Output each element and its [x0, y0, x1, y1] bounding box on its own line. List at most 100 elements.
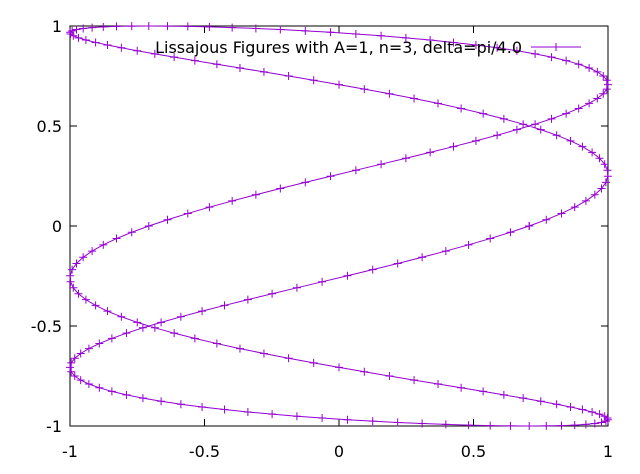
data-point — [597, 418, 606, 427]
data-point — [157, 397, 166, 406]
data-point — [525, 422, 534, 430]
data-point — [578, 142, 587, 151]
data-point — [190, 56, 199, 65]
data-point — [499, 114, 508, 123]
data-point — [581, 196, 590, 205]
data-point — [588, 148, 597, 157]
data-point — [519, 120, 528, 129]
data-point — [122, 329, 131, 338]
data-point — [103, 307, 112, 316]
data-point — [259, 67, 268, 76]
data-point — [318, 277, 327, 286]
data-point — [268, 410, 277, 419]
data-point — [597, 184, 606, 193]
data-point — [335, 363, 343, 372]
data-point — [84, 344, 93, 353]
data-point — [368, 265, 377, 274]
data-point — [79, 253, 88, 262]
data-point — [170, 329, 179, 338]
data-point — [163, 22, 172, 31]
data-point — [144, 222, 153, 230]
series-markers — [66, 22, 612, 430]
data-point — [603, 415, 612, 424]
data-point — [557, 421, 566, 430]
data-point — [512, 125, 521, 134]
data-point — [79, 24, 88, 33]
data-point — [292, 412, 301, 421]
data-point — [74, 289, 83, 298]
y-tick-label: 0.5 — [37, 117, 62, 136]
x-tick-label: -1 — [62, 442, 78, 461]
data-point — [562, 56, 571, 65]
data-point — [268, 289, 277, 298]
data-point — [72, 259, 81, 268]
data-point — [66, 28, 75, 37]
data-point — [335, 80, 343, 89]
data-point — [138, 323, 147, 332]
data-point — [150, 323, 159, 332]
data-point — [570, 421, 579, 430]
data-point — [228, 23, 237, 32]
data-point — [212, 60, 221, 69]
data-point — [69, 283, 78, 292]
data-point — [309, 76, 318, 85]
data-point — [220, 301, 229, 310]
data-point — [76, 376, 85, 385]
data-point — [578, 405, 587, 414]
data-point — [127, 228, 136, 237]
data-point — [519, 394, 528, 403]
data-point — [235, 63, 244, 72]
data-point — [588, 407, 597, 416]
data-point — [593, 94, 602, 103]
y-tick-label: 0 — [52, 217, 62, 236]
data-point — [326, 172, 335, 181]
data-point — [301, 178, 310, 187]
data-point — [157, 318, 166, 327]
data-point — [512, 46, 521, 55]
data-point — [176, 400, 185, 409]
data-point — [95, 383, 104, 392]
data-point — [99, 22, 108, 31]
data-point — [309, 358, 318, 367]
data-point — [112, 234, 121, 243]
data-point — [385, 372, 394, 381]
y-tick-label: -0.5 — [31, 317, 62, 336]
data-point — [393, 418, 402, 427]
data-point — [426, 148, 435, 157]
data-point — [112, 22, 121, 31]
data-point — [486, 421, 495, 430]
data-point — [542, 421, 551, 430]
data-point — [251, 190, 260, 199]
data-point — [531, 120, 540, 129]
data-point — [585, 99, 594, 108]
data-point — [133, 46, 142, 55]
data-point — [198, 307, 207, 316]
data-point — [276, 184, 285, 193]
data-point — [91, 301, 100, 310]
data-point — [72, 25, 81, 34]
data-point — [67, 367, 76, 376]
data-point — [284, 354, 293, 363]
data-point — [449, 38, 458, 47]
data-point — [70, 372, 79, 381]
data-point — [525, 222, 534, 230]
data-point — [259, 349, 268, 358]
data-point — [601, 178, 610, 187]
data-point — [360, 367, 369, 376]
data-point — [536, 125, 545, 134]
data-point — [103, 41, 112, 50]
data-point — [547, 53, 556, 62]
data-point — [351, 29, 360, 38]
data-point — [426, 36, 435, 45]
data-point — [486, 234, 495, 243]
data-point — [117, 43, 126, 52]
data-point — [88, 23, 97, 32]
data-point — [117, 312, 126, 321]
data-point — [602, 85, 611, 94]
data-point — [566, 136, 575, 145]
data-point — [212, 339, 221, 348]
y-tick-label: 1 — [52, 17, 62, 36]
data-point — [190, 334, 199, 343]
data-point — [499, 390, 508, 399]
